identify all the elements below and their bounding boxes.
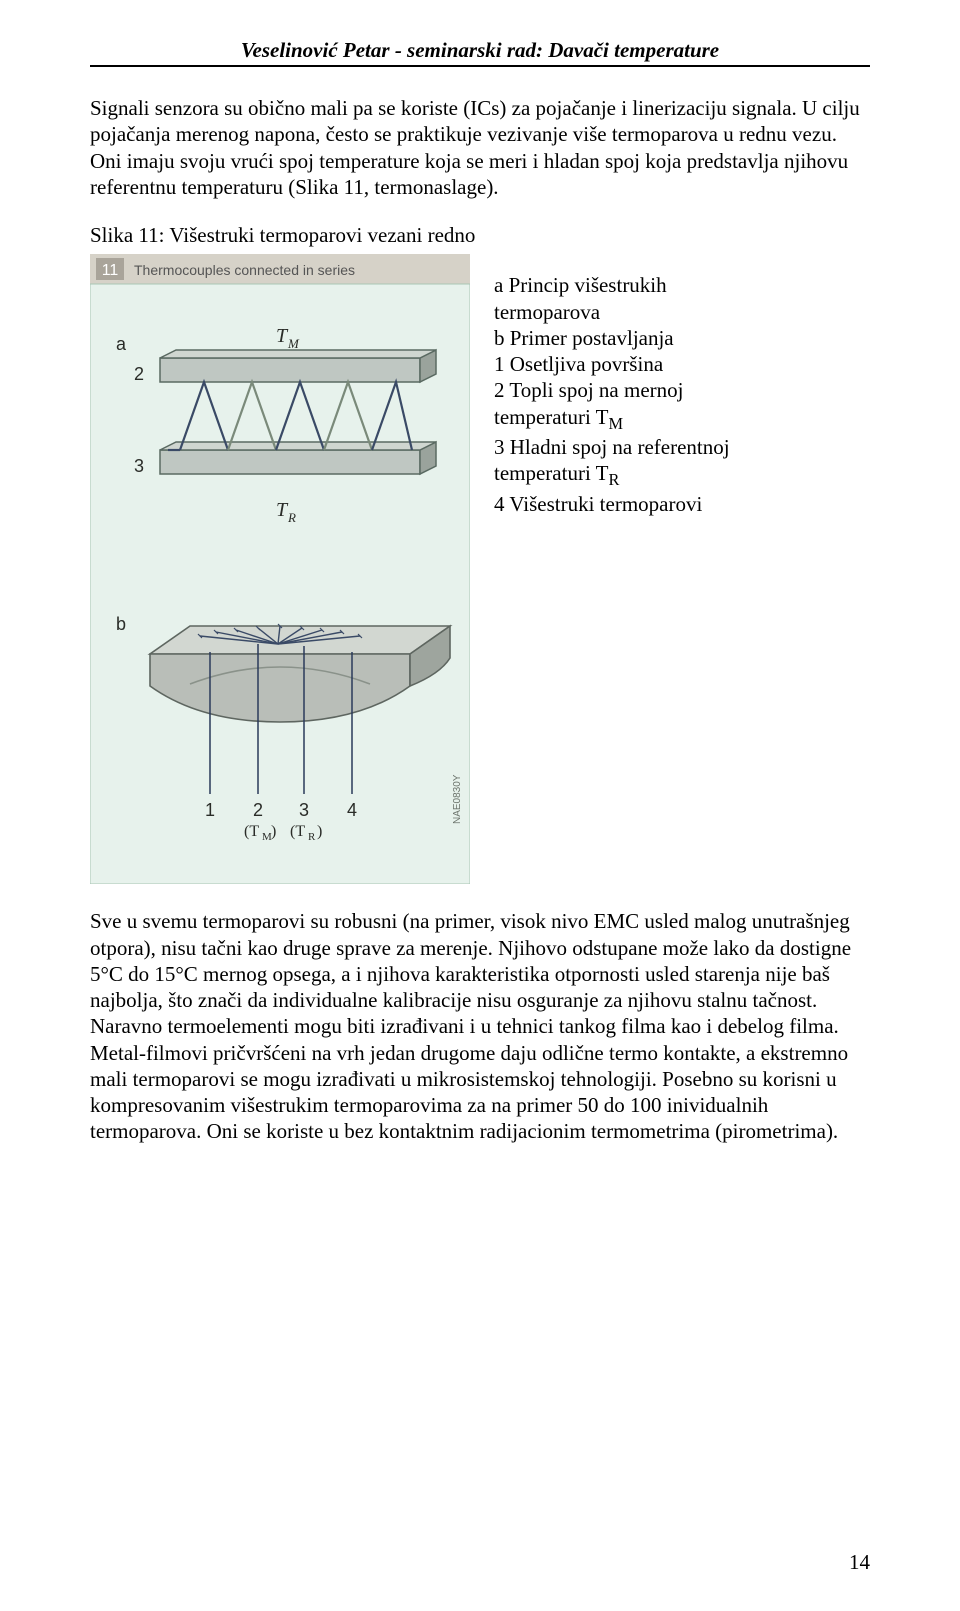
fig-b-num-3: 3 [299, 800, 309, 820]
legend-line: 1 Osetljiva površina [494, 351, 730, 377]
page-number: 14 [849, 1550, 870, 1575]
figure-row: 11 Thermocouples connected in series a T… [90, 254, 870, 884]
fig-label-2: 2 [134, 364, 144, 384]
svg-text:): ) [317, 823, 322, 840]
svg-text:(T: (T [290, 823, 305, 840]
legend-line: a Princip višestrukih [494, 272, 730, 298]
paragraph-1: Signali senzora su obično mali pa se kor… [90, 95, 870, 200]
fig-bottom-bar [160, 442, 436, 474]
legend-line: termoparova [494, 299, 730, 325]
page: Veselinović Petar - seminarski rad: Dava… [0, 0, 960, 1611]
svg-text:M: M [287, 336, 300, 351]
fig-title-text: Thermocouples connected in series [134, 262, 355, 278]
legend-line: temperaturi TM [494, 404, 730, 435]
running-head: Veselinović Petar - seminarski rad: Dava… [90, 38, 870, 67]
fig-b-num-4: 4 [347, 800, 357, 820]
paragraph-2: Sve u svemu termoparovi su robusni (na p… [90, 908, 870, 1144]
fig-side-code: NAE0830Y [452, 774, 463, 824]
legend-line: 4 Višestruki termoparovi [494, 491, 730, 517]
svg-text:(T: (T [244, 823, 259, 840]
fig-b-num-2: 2 [253, 800, 263, 820]
fig-num-text: 11 [102, 262, 119, 279]
fig-b-num-1: 1 [205, 800, 215, 820]
figure-legend: a Princip višestrukih termoparova b Prim… [494, 254, 730, 517]
legend-line: b Primer postavljanja [494, 325, 730, 351]
fig-top-bar [160, 350, 436, 382]
figure-image: 11 Thermocouples connected in series a T… [90, 254, 470, 884]
figure-svg: 11 Thermocouples connected in series a T… [90, 254, 470, 884]
legend-line: 3 Hladni spoj na referentnoj [494, 434, 730, 460]
svg-text:R: R [308, 831, 316, 843]
legend-line: temperaturi TR [494, 460, 730, 491]
svg-text:): ) [271, 823, 276, 840]
fig-label-b: b [116, 614, 126, 634]
fig-label-3: 3 [134, 456, 144, 476]
fig-label-a: a [116, 334, 127, 354]
svg-text:R: R [287, 510, 296, 525]
figure-caption: Slika 11: Višestruki termoparovi vezani … [90, 222, 870, 248]
legend-line: 2 Topli spoj na mernoj [494, 377, 730, 403]
